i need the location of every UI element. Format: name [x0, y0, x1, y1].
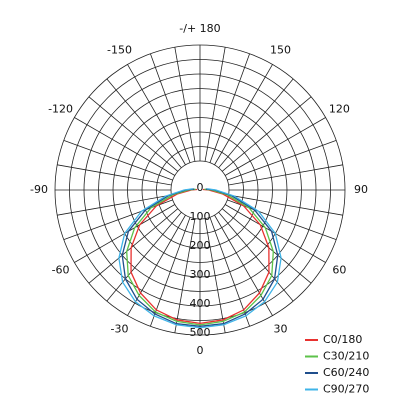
angle-tick-label: -90	[30, 183, 48, 196]
curve	[118, 188, 282, 329]
legend-label: C30/210	[323, 350, 369, 363]
spoke	[57, 194, 172, 216]
angle-tick-label: 150	[270, 44, 291, 57]
spoke	[88, 208, 179, 284]
angle-tick-label: 0	[197, 344, 204, 357]
spoke	[209, 53, 250, 163]
legend-label: C0/180	[323, 333, 362, 346]
curve	[130, 188, 270, 325]
spoke	[127, 214, 186, 316]
spoke	[218, 211, 294, 302]
angle-tick-label: -30	[111, 322, 129, 335]
r-tick-label: 200	[190, 239, 211, 252]
r-tick-label: 100	[190, 210, 211, 223]
legend-label: C60/240	[323, 366, 369, 379]
spoke	[227, 199, 337, 240]
angle-tick-label: -150	[107, 44, 132, 57]
angle-tick-label: 120	[329, 103, 350, 116]
angle-tick-label: -60	[52, 264, 70, 277]
spoke	[218, 78, 294, 169]
angle-tick-label: 90	[354, 183, 368, 196]
angle-tick-label: 60	[332, 264, 346, 277]
angle-tick-label: 30	[274, 322, 288, 335]
curve	[126, 188, 274, 326]
spoke	[174, 47, 196, 162]
spoke	[174, 218, 196, 333]
angle-tick-label: -120	[48, 103, 73, 116]
spoke	[204, 218, 226, 333]
r-tick-label: 500	[190, 326, 211, 339]
spoke	[214, 64, 273, 166]
spoke	[227, 140, 337, 181]
spoke	[63, 140, 173, 181]
spoke	[204, 47, 226, 162]
spoke	[214, 214, 273, 316]
r-tick-label: 300	[190, 268, 211, 281]
spoke	[228, 164, 343, 186]
spoke	[150, 217, 191, 327]
spoke	[228, 194, 343, 216]
spoke	[74, 117, 176, 176]
spoke	[209, 217, 250, 327]
angle-tick-label: -/+ 180	[179, 22, 220, 35]
spoke	[106, 78, 182, 169]
curve	[121, 188, 279, 327]
spoke	[127, 64, 186, 166]
legend-label: C90/270	[323, 383, 369, 396]
spoke	[221, 208, 312, 284]
spoke	[150, 53, 191, 163]
spoke	[57, 164, 172, 186]
spoke	[224, 117, 326, 176]
spoke	[106, 211, 182, 302]
r-tick-label: 400	[190, 297, 211, 310]
r-tick-label: 0	[197, 181, 204, 194]
spoke	[63, 199, 173, 240]
spoke	[88, 96, 179, 172]
spoke	[221, 96, 312, 172]
